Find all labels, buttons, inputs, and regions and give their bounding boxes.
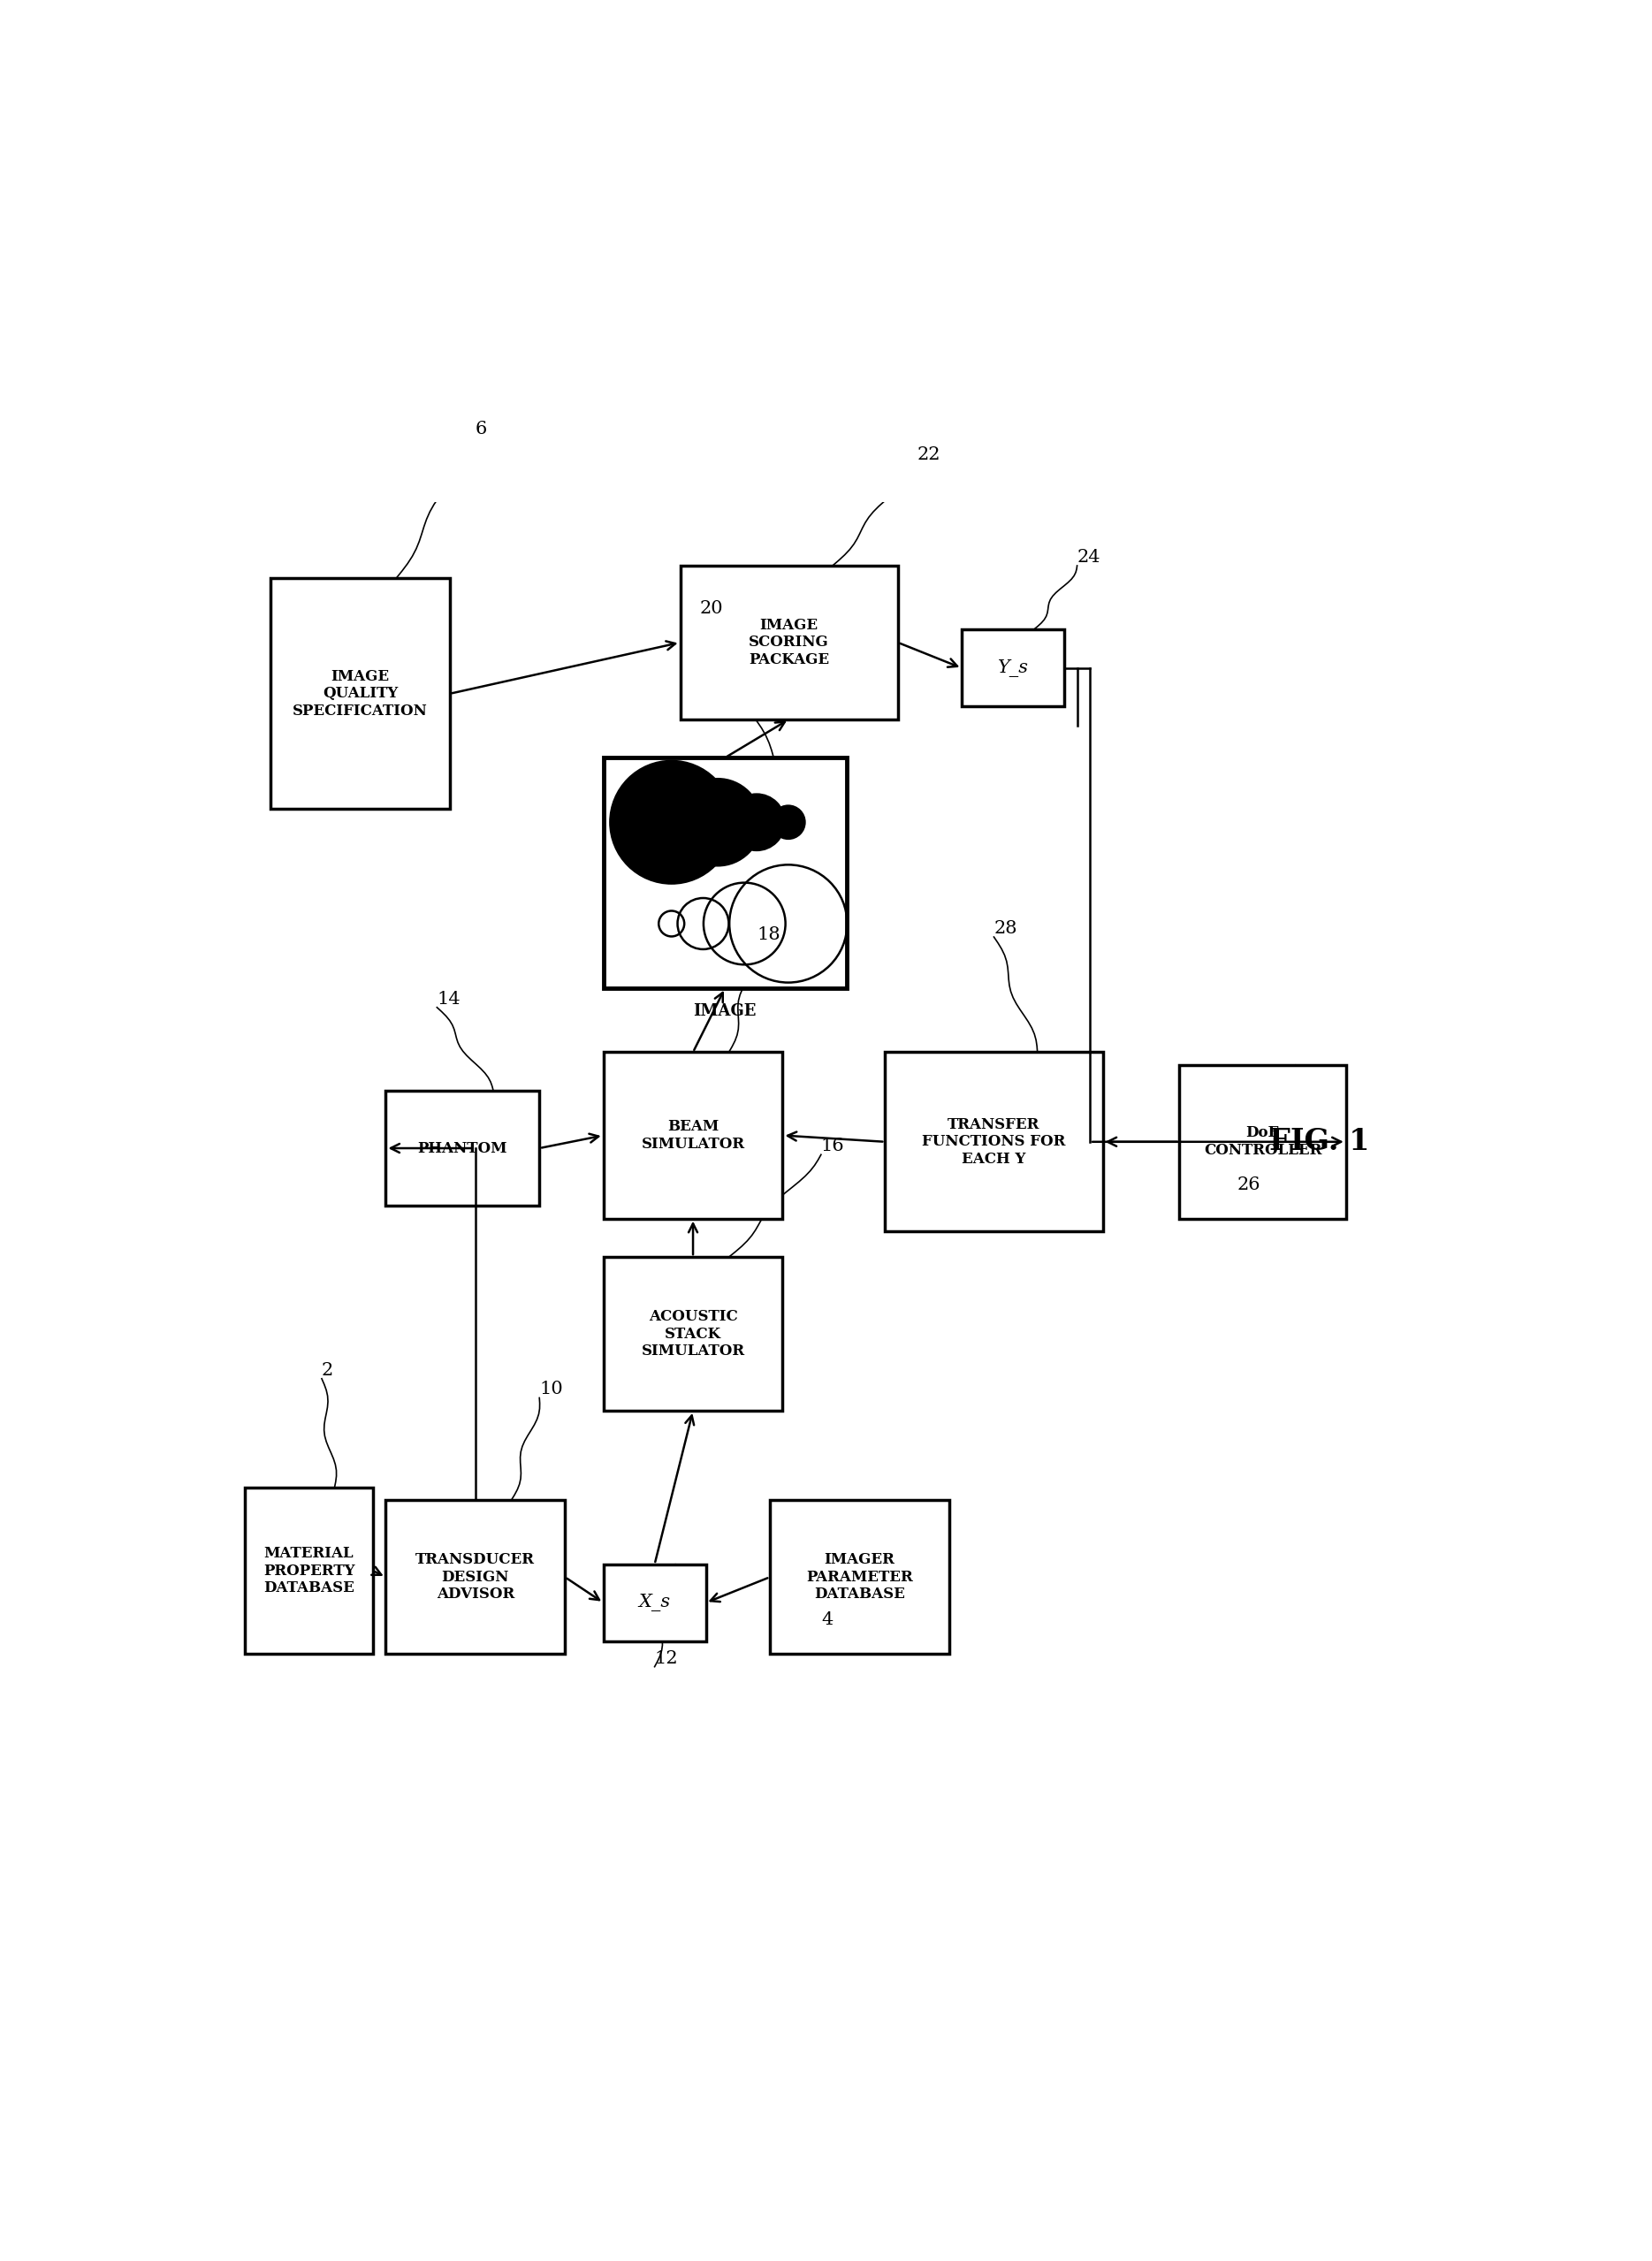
Bar (961, 629, 1064, 705)
Text: 28: 28 (995, 920, 1018, 936)
Text: 16: 16 (821, 1137, 844, 1155)
Text: TRANSDUCER
DESIGN
ADVISOR: TRANSDUCER DESIGN ADVISOR (416, 1553, 535, 1603)
Text: DoE
CONTROLLER: DoE CONTROLLER (1204, 1126, 1322, 1158)
Text: IMAGE
QUALITY
SPECIFICATION: IMAGE QUALITY SPECIFICATION (292, 669, 428, 719)
Circle shape (771, 805, 805, 839)
Text: BEAM
SIMULATOR: BEAM SIMULATOR (641, 1119, 745, 1151)
Text: IMAGE
SCORING
PACKAGE: IMAGE SCORING PACKAGE (748, 617, 829, 667)
Bar (885, 1051, 1104, 1232)
Text: MATERIAL
PROPERTY
DATABASE: MATERIAL PROPERTY DATABASE (263, 1547, 355, 1596)
Text: FIG. 1: FIG. 1 (1269, 1128, 1370, 1155)
Text: 4: 4 (821, 1612, 833, 1628)
Bar (770, 1501, 948, 1655)
Text: ACOUSTIC
STACK
SIMULATOR: ACOUSTIC STACK SIMULATOR (641, 1309, 745, 1359)
Text: PHANTOM: PHANTOM (418, 1142, 507, 1155)
Text: 18: 18 (757, 927, 780, 943)
Text: 6: 6 (476, 421, 487, 439)
Bar (387, 1090, 539, 1205)
Text: 12: 12 (654, 1651, 677, 1666)
Bar (387, 1501, 565, 1655)
Bar (603, 757, 847, 988)
Bar (244, 1488, 373, 1655)
Text: IMAGER
PARAMETER
DATABASE: IMAGER PARAMETER DATABASE (806, 1553, 914, 1603)
Circle shape (610, 760, 733, 884)
Text: Y_s: Y_s (998, 660, 1029, 676)
Bar (603, 1051, 783, 1219)
Text: 26: 26 (1237, 1176, 1260, 1194)
Text: TRANSFER
FUNCTIONS FOR
EACH Y: TRANSFER FUNCTIONS FOR EACH Y (922, 1117, 1066, 1167)
Bar (681, 565, 899, 719)
Text: 24: 24 (1077, 549, 1100, 565)
Text: IMAGE: IMAGE (694, 1004, 757, 1020)
Bar (603, 1257, 783, 1411)
Bar (271, 579, 449, 809)
Text: X_s: X_s (639, 1594, 671, 1612)
Text: 20: 20 (699, 599, 724, 617)
Text: 2: 2 (322, 1361, 334, 1379)
Bar (1180, 1065, 1346, 1219)
Circle shape (674, 778, 762, 866)
Text: 14: 14 (438, 990, 461, 1008)
Text: 10: 10 (539, 1381, 563, 1397)
Circle shape (729, 794, 785, 850)
Text: 22: 22 (917, 445, 940, 464)
Bar (603, 1565, 705, 1641)
